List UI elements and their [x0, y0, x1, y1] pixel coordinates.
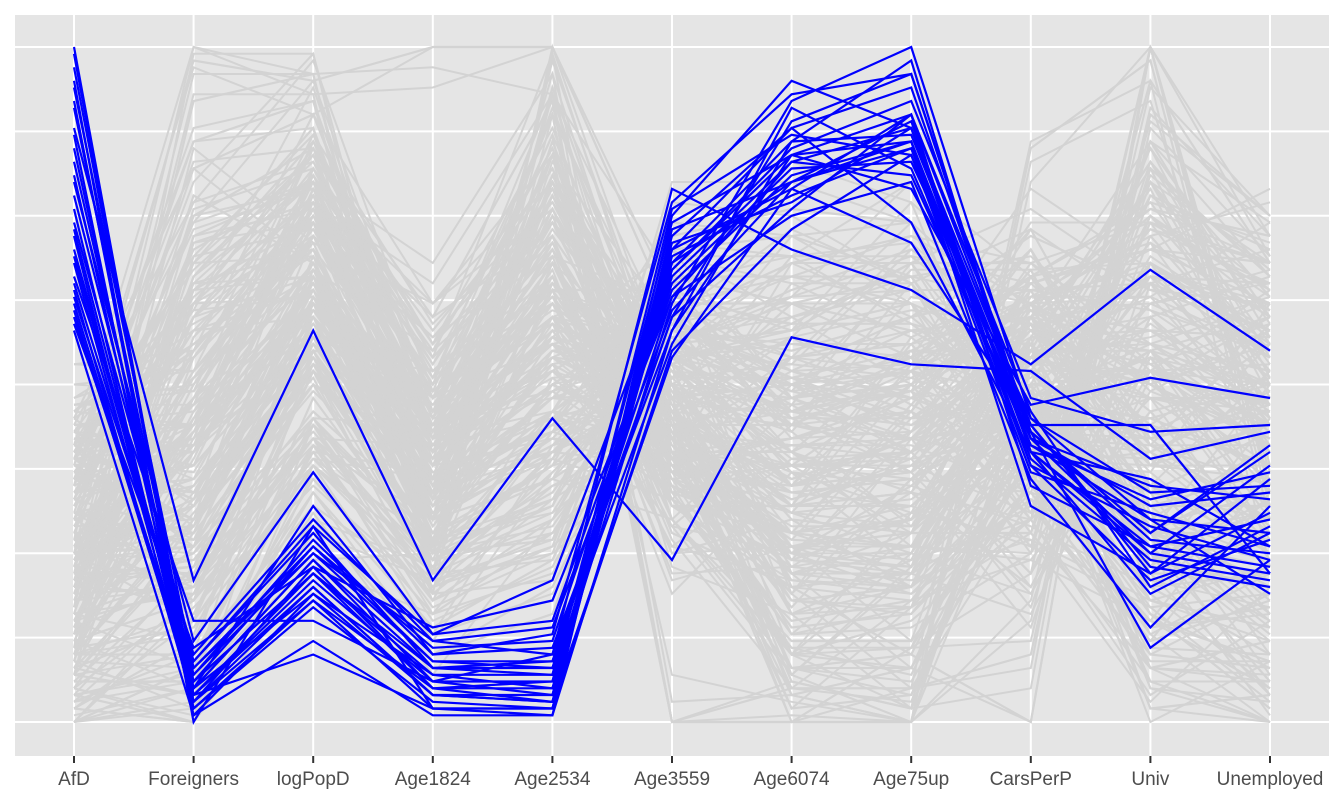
axis-label-afd: AfD — [58, 769, 90, 790]
background-series-line — [73, 234, 1271, 596]
highlighted-series-line — [72, 127, 1271, 584]
background-series-line — [73, 247, 1270, 663]
background-series-line — [73, 44, 1271, 724]
highlighted-series-line — [72, 86, 1271, 711]
highlighted-series-line — [72, 126, 1271, 711]
axis-label-age6074: Age6074 — [754, 769, 831, 790]
background-series-line — [73, 275, 1271, 643]
background-series-line — [73, 181, 1271, 723]
highlighted-series-lines — [72, 45, 1271, 726]
highlighted-series-line — [72, 79, 1271, 718]
highlighted-series-line — [72, 187, 1271, 683]
background-series-line — [73, 336, 1271, 481]
highlighted-series-line — [72, 126, 1271, 684]
highlighted-series-line — [72, 140, 1271, 664]
axis-label-logpopd: logPopD — [277, 769, 350, 790]
axis-label-foreigners: Foreigners — [148, 769, 239, 790]
highlighted-series-line — [72, 133, 1271, 705]
background-series-line — [73, 172, 1271, 697]
background-series-line — [73, 70, 1271, 724]
background-series-line — [73, 240, 1271, 595]
highlighted-series-line — [72, 80, 1271, 726]
x-axis-labels: AfD Foreigners logPopD Age1824 Age2534 A… — [58, 769, 1323, 790]
axis-label-age75up: Age75up — [873, 769, 949, 790]
background-series-line — [74, 302, 1271, 460]
axis-label-univ: Univ — [1131, 769, 1170, 790]
highlighted-series-line — [72, 153, 1271, 691]
highlighted-series-line — [72, 153, 1271, 710]
highlighted-series-line — [72, 119, 1271, 657]
background-series-line — [73, 179, 1271, 663]
axis-label-carsperp: CarsPerP — [990, 769, 1072, 790]
background-series-line — [73, 180, 1271, 536]
axis-label-age3559: Age3559 — [634, 769, 710, 790]
axis-label-age1824: Age1824 — [395, 769, 472, 790]
background-series-line — [73, 187, 1271, 549]
highlighted-series-line — [72, 146, 1271, 644]
highlighted-series-line — [72, 160, 1271, 671]
background-series-line — [73, 213, 1271, 669]
highlighted-series-line — [72, 45, 1271, 698]
highlighted-series-line — [72, 67, 1271, 692]
x-axis-ticks — [73, 756, 1271, 763]
axis-label-age2534: Age2534 — [514, 769, 591, 790]
highlighted-series-line — [72, 187, 1271, 718]
background-series-line — [73, 51, 1271, 723]
background-series-line — [73, 241, 1271, 723]
axis-label-unemployed: Unemployed — [1217, 769, 1324, 790]
